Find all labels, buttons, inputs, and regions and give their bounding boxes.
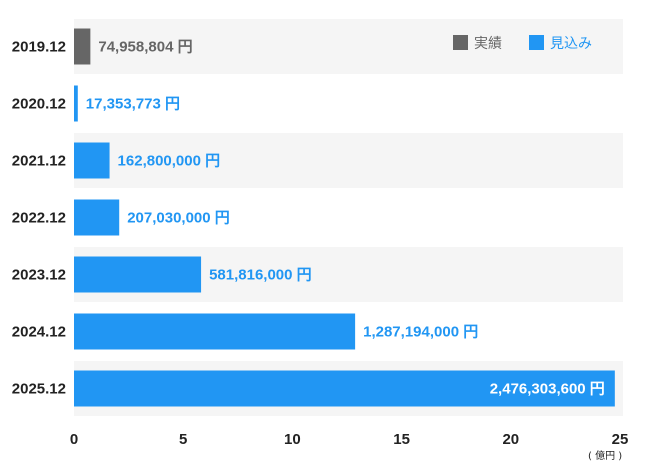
bar-2022.12	[74, 199, 120, 236]
category-label: 2019.12	[12, 39, 66, 56]
value-label: 581,816,000 円	[209, 267, 312, 284]
value-label: 2,476,303,600 円	[490, 381, 605, 398]
x-tick-label: 10	[284, 431, 301, 448]
category-label: 2024.12	[12, 324, 66, 341]
row-bands	[74, 19, 623, 416]
value-label: 162,800,000 円	[118, 153, 221, 170]
row-band	[74, 133, 623, 188]
value-label: 17,353,773 円	[86, 96, 180, 113]
bar-2020.12	[74, 85, 78, 122]
category-label: 2021.12	[12, 153, 66, 170]
bar-2019.12	[74, 28, 91, 65]
legend-label-actual: 実績	[474, 36, 502, 52]
legend: 実績 見込み	[453, 35, 592, 52]
category-label: 2025.12	[12, 381, 66, 398]
x-axis-unit-label: ( 億円 )	[588, 449, 622, 462]
value-label: 74,958,804 円	[98, 39, 192, 56]
value-labels: 74,958,804 円 17,353,773 円 162,800,000 円 207…	[86, 39, 605, 398]
category-label: 2023.12	[12, 267, 66, 284]
legend-swatch-actual	[453, 35, 468, 50]
category-labels: 2019.12 2020.12 2021.12 2022.12 2023.12 2024.…	[12, 39, 66, 398]
x-tick-label: 20	[502, 431, 519, 448]
bar-2021.12	[74, 142, 110, 179]
x-tick-label: 25	[612, 431, 629, 448]
legend-label-forecast: 見込み	[550, 36, 592, 52]
value-label: 207,030,000 円	[127, 210, 230, 227]
legend-swatch-forecast	[529, 35, 544, 50]
x-axis-ticks: 0 5 10 15 20 25	[70, 431, 629, 448]
bar-2024.12	[74, 313, 356, 350]
x-tick-label: 5	[179, 431, 187, 448]
category-label: 2020.12	[12, 96, 66, 113]
category-label: 2022.12	[12, 210, 66, 227]
value-label: 1,287,194,000 円	[363, 324, 478, 341]
x-tick-label: 0	[70, 431, 78, 448]
bars	[74, 28, 615, 407]
bar-2025.12	[74, 370, 615, 407]
x-tick-label: 15	[393, 431, 410, 448]
bar-2023.12	[74, 256, 202, 293]
